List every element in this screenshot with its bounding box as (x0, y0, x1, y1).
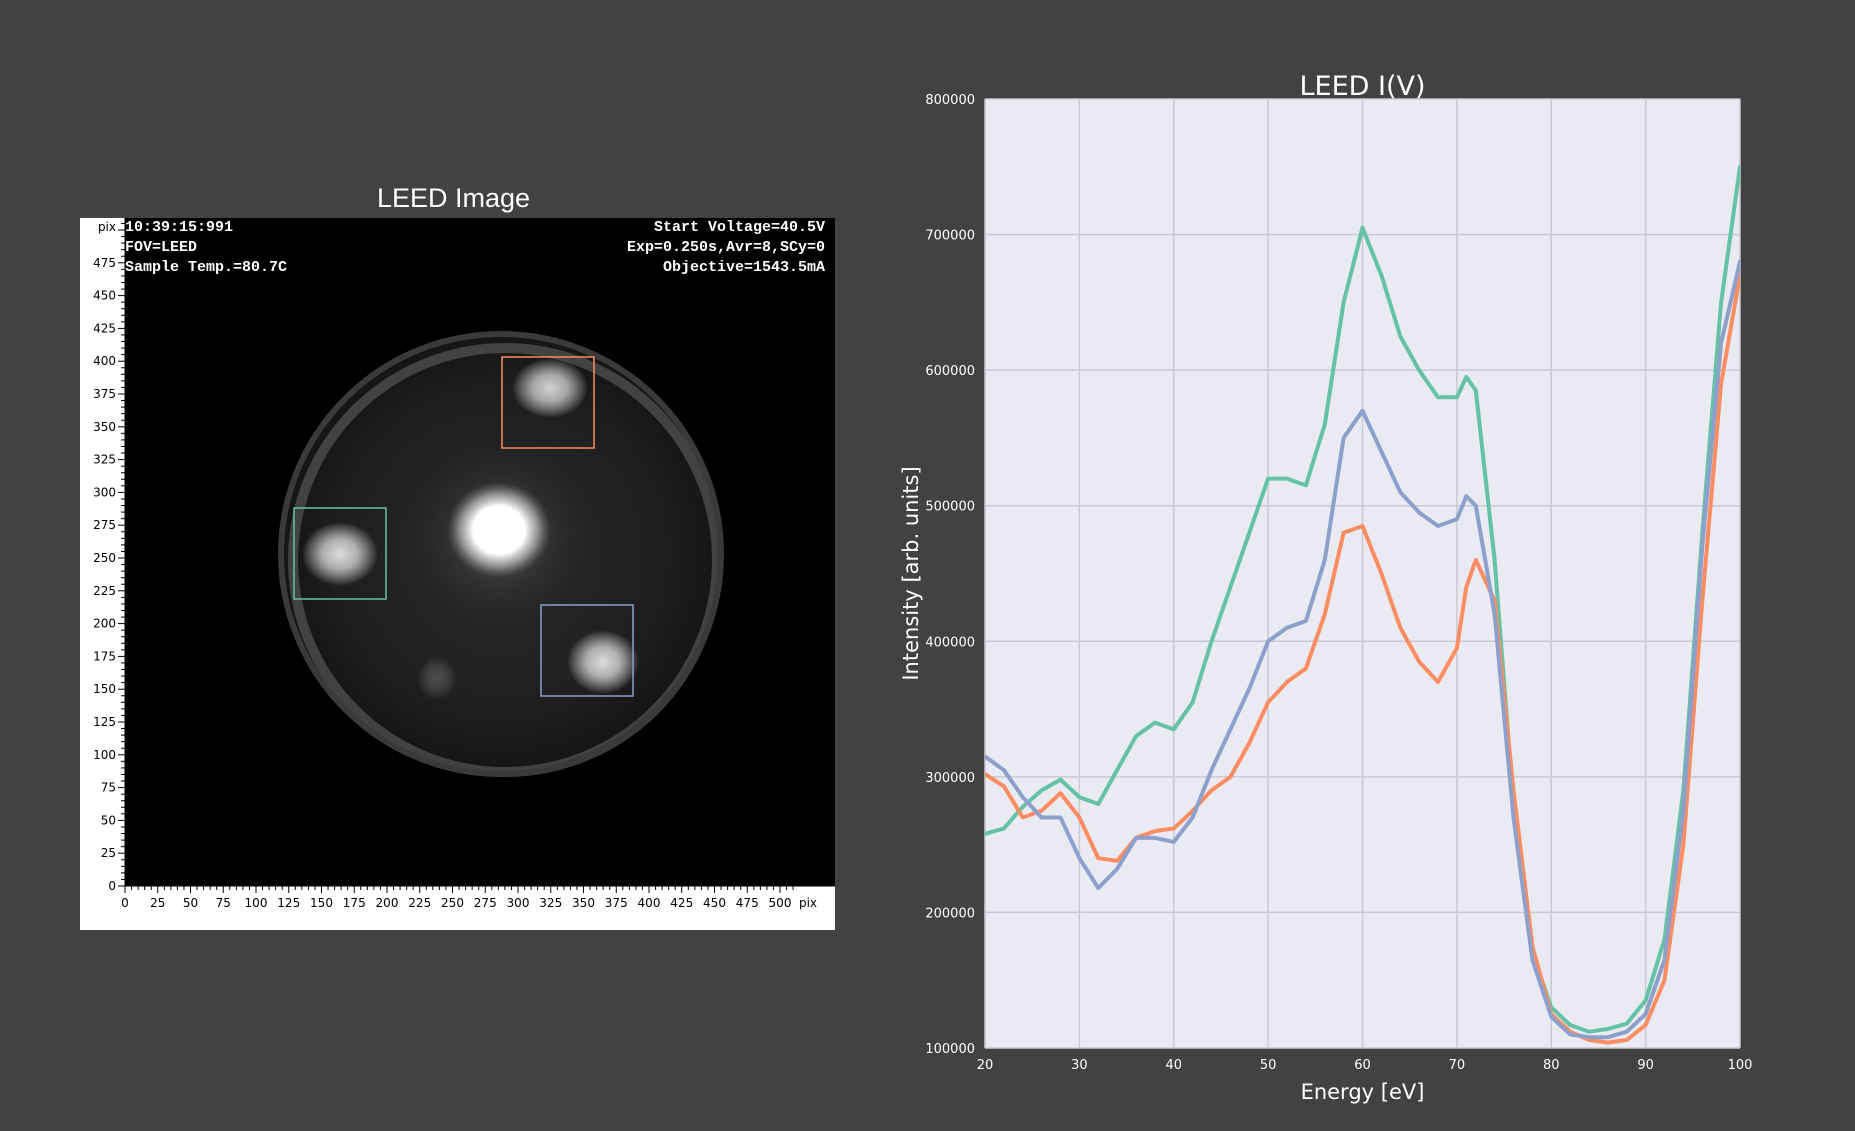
y-tick-label: 100000 (925, 1042, 975, 1057)
x-tick-label: 90 (1637, 1058, 1654, 1073)
y-tick-label: 600000 (925, 364, 975, 379)
y-tick-label: 450 (93, 289, 116, 303)
x-tick-label: 425 (670, 896, 693, 910)
leed-image[interactable]: 10:39:15:991 FOV=LEED Sample Temp.=80.7C… (125, 218, 835, 886)
x-tick-label: 400 (638, 896, 661, 910)
y-tick-label: 25 (101, 846, 116, 860)
y-tick-label: 275 (93, 518, 116, 532)
y-tick-label: 200000 (925, 906, 975, 921)
y-tick-label: 75 (101, 781, 116, 795)
center-spot (447, 482, 551, 578)
y-tick-label: 100 (93, 748, 116, 762)
y-tick-label: 300000 (925, 771, 975, 786)
overlay-start-voltage: Start Voltage=40.5V (653, 219, 825, 236)
y-tick-label: 375 (93, 387, 116, 401)
x-tick-label: 30 (1071, 1058, 1088, 1073)
series-line-1 (985, 164, 1740, 1034)
overlay-fov: FOV=LEED (125, 239, 198, 256)
y-tick-label: 175 (93, 649, 116, 663)
series-line-2 (985, 273, 1740, 1045)
leed-screen-rim-outer (278, 331, 724, 777)
x-tick-label: 75 (216, 896, 231, 910)
x-tick-label: 60 (1354, 1058, 1371, 1073)
x-tick-label: 200 (376, 896, 399, 910)
overlay-exposure: Exp=0.250s,Avr=8,SCy=0 (626, 239, 825, 256)
leed-image-title: LEED Image (377, 183, 531, 213)
x-tick-label: 20 (977, 1058, 994, 1073)
x-tick-label: 325 (539, 896, 562, 910)
x-axis-label: Energy [eV] (1301, 1080, 1425, 1104)
overlay-timestamp: 10:39:15:991 (125, 219, 234, 236)
x-tick-label: 50 (1260, 1058, 1277, 1073)
x-tick-label: 475 (736, 896, 759, 910)
leed-image-panel: 10:39:15:991 FOV=LEED Sample Temp.=80.7C… (80, 218, 835, 930)
x-tick-label: 375 (605, 896, 628, 910)
y-tick-label: 300 (93, 485, 116, 499)
overlay-sample-temp: Sample Temp.=80.7C (125, 259, 288, 276)
y-tick-label: 50 (101, 813, 116, 827)
y-tick-label: 225 (93, 584, 116, 598)
y-tick-label: 150 (93, 682, 116, 696)
x-tick-label: 25 (150, 896, 165, 910)
y-axis-label: Intensity [arb. units] (900, 466, 923, 680)
roi-blue[interactable] (540, 604, 634, 697)
y-tick-label: 800000 (925, 93, 975, 108)
y-tick-label: 325 (93, 453, 116, 467)
overlay-objective: Objective=1543.5mA (662, 259, 825, 276)
spot-orange (512, 358, 588, 418)
series-line-3 (985, 259, 1740, 1040)
spot-green (302, 522, 378, 586)
y-tick-label: 0 (108, 879, 116, 893)
roi-orange[interactable] (501, 356, 595, 449)
overlay-info-left: 10:39:15:991 FOV=LEED Sample Temp.=80.7C (125, 218, 287, 278)
y-tick-label: 400 (93, 354, 116, 368)
x-tick-label: 80 (1543, 1058, 1560, 1073)
y-tick-label: 475 (93, 256, 116, 270)
y-tick-label: 125 (93, 715, 116, 729)
x-tick-label: 0 (121, 896, 129, 910)
x-tick-label: 300 (507, 896, 530, 910)
chart-title: LEED I(V) (1299, 71, 1425, 102)
x-tick-label: 40 (1165, 1058, 1182, 1073)
y-tick-label: 250 (93, 551, 116, 565)
overlay-info-right: Start Voltage=40.5V Exp=0.250s,Avr=8,SCy… (627, 218, 825, 278)
x-tick-label: 150 (310, 896, 333, 910)
y-tick-label: 700000 (925, 229, 975, 244)
x-tick-label: 225 (408, 896, 431, 910)
iv-chart: 20 30 40 50 60 70 80 90 100 100000 200000 300000 400… (900, 71, 1753, 1104)
roi-green[interactable] (293, 507, 387, 600)
x-tick-label: 450 (703, 896, 726, 910)
y-tick-label: 500000 (925, 500, 975, 515)
y-tick-label: 200 (93, 617, 116, 631)
y-tick-label: 425 (93, 321, 116, 335)
x-tick-label: 275 (474, 896, 497, 910)
x-tick-label: 250 (441, 896, 464, 910)
x-tick-label: 100 (245, 896, 268, 910)
x-tick-label: 50 (183, 896, 198, 910)
y-tick-label: 400000 (925, 635, 975, 650)
y-axis-unit: pix (98, 220, 116, 234)
x-tick-label: 70 (1449, 1058, 1466, 1073)
y-tick-label: 350 (93, 420, 116, 434)
x-axis-unit: pix (799, 896, 817, 910)
x-tick-label: 350 (572, 896, 595, 910)
faint-spot (417, 656, 457, 700)
x-tick-label: 500 (769, 896, 792, 910)
spot-blue (567, 630, 639, 694)
x-tick-label: 175 (343, 896, 366, 910)
x-tick-label: 125 (277, 896, 300, 910)
leed-pattern (278, 331, 724, 777)
x-tick-label: 100 (1728, 1058, 1753, 1073)
